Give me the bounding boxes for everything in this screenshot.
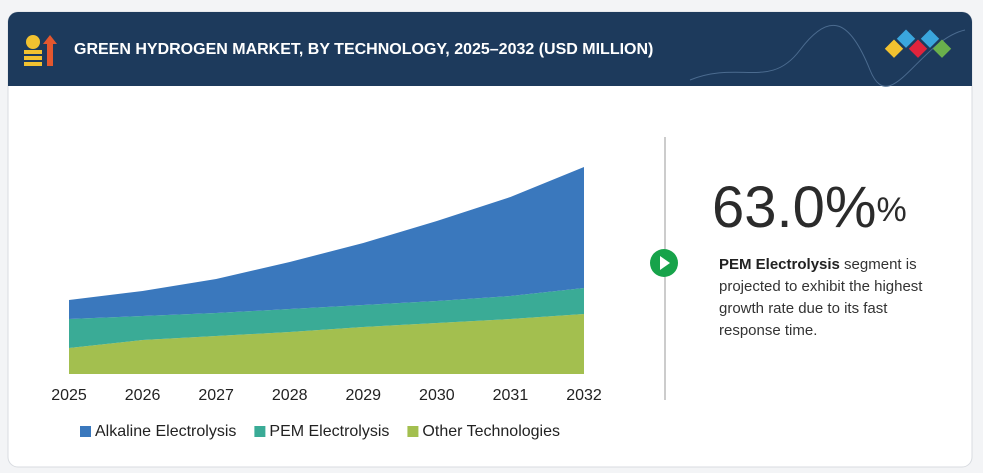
highlight-description: PEM Electrolysis segment is projected to… (719, 254, 939, 342)
highlight-stat: 63.0%% (712, 175, 907, 240)
header-icon (24, 35, 57, 66)
x-tick-label: 2029 (345, 387, 381, 404)
x-tick-label: 2025 (51, 387, 87, 404)
highlight-unit: % (876, 191, 906, 229)
legend-swatch (80, 426, 91, 437)
highlight-value: 63.0% (712, 175, 876, 240)
logo (884, 29, 952, 58)
area (69, 167, 584, 319)
header-decoration (689, 24, 966, 87)
legend-swatch (407, 426, 419, 437)
x-tick-label: 2028 (272, 387, 308, 404)
x-tick-label: 2032 (566, 387, 602, 404)
legend-label: Alkaline Electrolysis (95, 423, 236, 440)
header-title: GREEN HYDROGEN MARKET, BY TECHNOLOGY, 20… (74, 41, 653, 58)
area (69, 314, 584, 374)
header-bar (8, 12, 972, 86)
x-tick-label: 2030 (419, 387, 455, 404)
x-tick-label: 2027 (198, 387, 234, 404)
pointer-arrow (660, 256, 670, 270)
highlight-segment: PEM Electrolysis (719, 256, 840, 273)
legend-label: Other Technologies (422, 423, 560, 440)
legend-label: PEM Electrolysis (269, 423, 389, 440)
x-tick-label: 2031 (493, 387, 529, 404)
highlight-text: segment is projected to exhibit the high… (719, 256, 923, 339)
x-tick-label: 2026 (125, 387, 161, 404)
area (69, 288, 584, 348)
legend-swatch (254, 426, 266, 437)
